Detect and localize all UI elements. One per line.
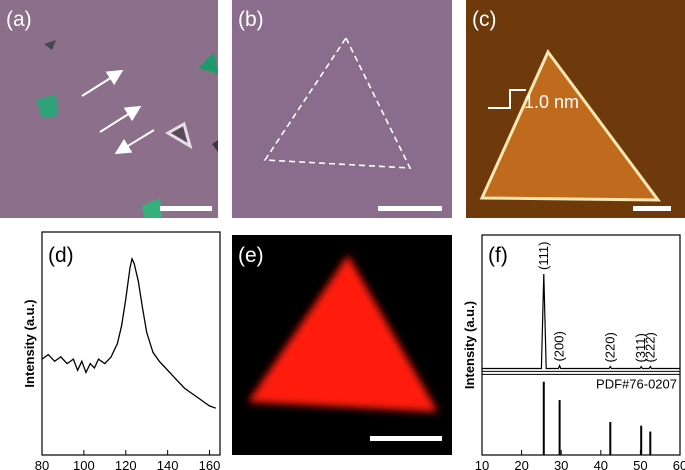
optical-image-b	[232, 0, 452, 218]
raman-line	[41, 256, 217, 409]
peak-label: (111)	[536, 242, 551, 270]
x-tick-label: 50	[633, 458, 647, 470]
peak-label: (220)	[602, 332, 617, 362]
optical-image-a	[0, 0, 218, 218]
peak-label: (222)	[642, 332, 657, 362]
x-tick-label: 80	[35, 458, 49, 470]
peak-label: (311)	[633, 333, 648, 362]
panel-label: (f)	[488, 244, 508, 267]
x-tick-label: 120	[115, 458, 137, 470]
xrd-pattern	[482, 273, 680, 370]
x-tick-label: 100	[73, 458, 95, 470]
peak-label: (200)	[552, 331, 567, 361]
x-tick-label: 10	[475, 458, 489, 470]
raman-map-e	[232, 235, 452, 455]
x-tick-label: 30	[554, 458, 568, 470]
panel-label: (d)	[48, 244, 74, 267]
x-tick-label: 160	[199, 458, 221, 470]
x-tick-label: 20	[514, 458, 528, 470]
x-tick-label: 40	[594, 458, 608, 470]
plot-frame	[41, 231, 221, 456]
reference-name: PDF#76-0207	[596, 376, 677, 391]
panel-label: (b)	[238, 8, 264, 31]
panel-label: (e)	[238, 244, 264, 267]
y-axis-label: Intensity (a.u.)	[22, 299, 37, 387]
y-axis-label: Intensity (a.u.)	[462, 301, 477, 389]
afm-image-c: 1.0 nm	[466, 0, 685, 218]
x-tick-label: 60	[673, 458, 685, 470]
x-tick-label: 140	[157, 458, 179, 470]
afm-annotation: 1.0 nm	[524, 92, 579, 112]
panel-label: (c)	[472, 8, 497, 31]
panel-label: (a)	[6, 8, 32, 31]
plot-frame	[481, 234, 681, 456]
